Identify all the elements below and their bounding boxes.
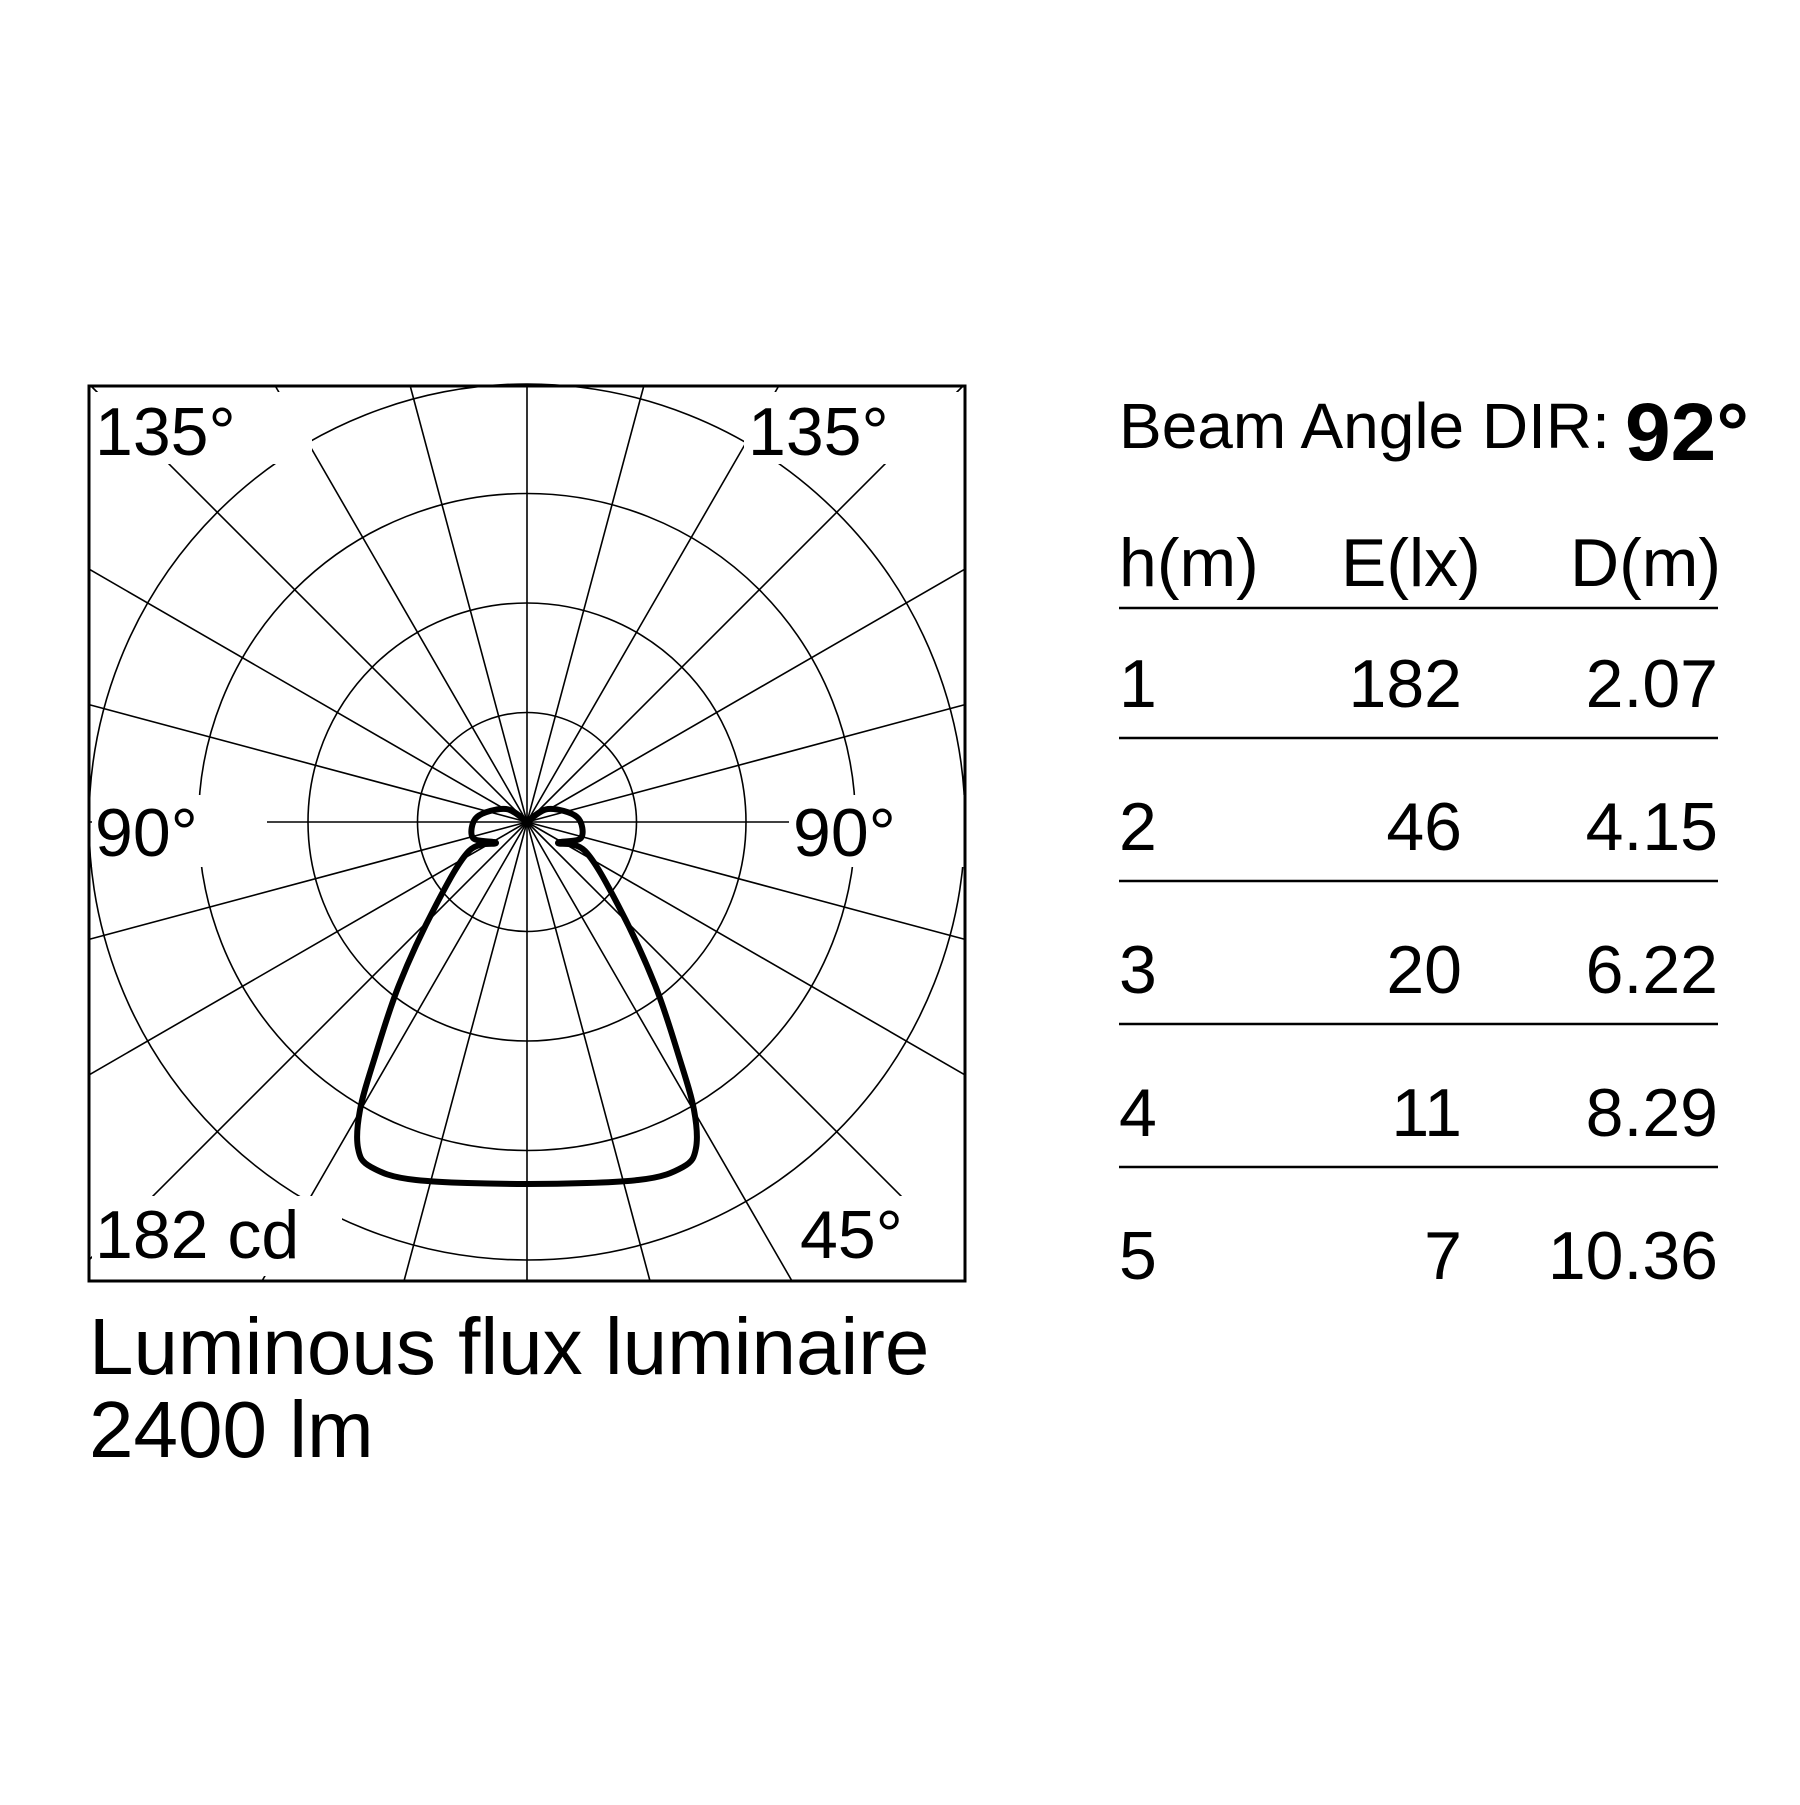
svg-text:3: 3 [1119,932,1157,1008]
svg-text:8.29: 8.29 [1586,1075,1718,1151]
svg-text:2400 lm: 2400 lm [89,1385,374,1474]
svg-text:Luminous flux luminaire: Luminous flux luminaire [89,1302,929,1391]
svg-text:20: 20 [1386,932,1462,1008]
svg-text:4.15: 4.15 [1586,789,1718,865]
svg-text:6.22: 6.22 [1586,932,1718,1008]
svg-text:46: 46 [1386,789,1462,865]
svg-text:10.36: 10.36 [1548,1218,1718,1294]
svg-text:h(m): h(m) [1119,525,1259,601]
svg-text:135°: 135° [748,394,889,470]
svg-text:E(lx): E(lx) [1341,525,1481,601]
svg-text:Beam Angle DIR:: Beam Angle DIR: [1119,390,1610,462]
svg-text:182: 182 [1349,646,1462,722]
svg-text:2: 2 [1119,789,1157,865]
svg-text:45°: 45° [800,1197,903,1273]
svg-text:5: 5 [1119,1218,1157,1294]
svg-text:135°: 135° [95,394,236,470]
svg-text:11: 11 [1391,1075,1462,1151]
svg-text:90°: 90° [95,795,198,871]
svg-text:D(m): D(m) [1570,525,1721,601]
svg-text:2.07: 2.07 [1586,646,1718,722]
svg-text:182 cd: 182 cd [95,1197,299,1273]
svg-text:90°: 90° [793,795,896,871]
svg-text:92°: 92° [1625,387,1749,478]
svg-text:1: 1 [1119,646,1157,722]
svg-text:4: 4 [1119,1075,1157,1151]
svg-text:7: 7 [1424,1218,1462,1294]
